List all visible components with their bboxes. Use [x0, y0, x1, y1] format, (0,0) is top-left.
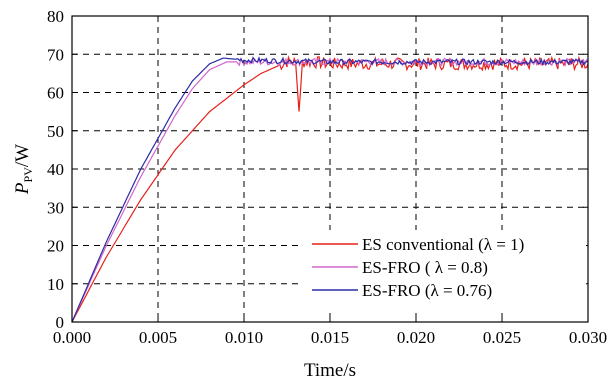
y-axis-label: PPV/W — [12, 144, 35, 195]
legend: ES conventional (λ = 1) ES-FRO ( λ = 0.8… — [300, 230, 586, 310]
x-tick-label: 0.010 — [225, 328, 263, 347]
legend-entry-0: ES conventional (λ = 1) — [312, 235, 524, 254]
y-tick-label: 60 — [47, 84, 64, 103]
x-tick-label: 0.025 — [483, 328, 521, 347]
y-tick-label: 40 — [47, 160, 64, 179]
y-tick-label: 50 — [47, 122, 64, 141]
series-lines — [71, 55, 589, 323]
legend-label-1: ES-FRO ( λ = 0.8) — [362, 258, 488, 277]
y-axis-label-sub: PV — [21, 167, 35, 183]
legend-label-0: ES conventional (λ = 1) — [362, 235, 524, 254]
x-axis-label: Time/s — [304, 360, 356, 381]
y-tick-label: 0 — [56, 313, 65, 332]
y-tick-labels: 0 10 20 30 40 50 60 70 80 — [47, 7, 64, 332]
y-tick-label: 20 — [47, 237, 64, 256]
x-tick-label: 0.000 — [53, 328, 91, 347]
x-tick-label: 0.020 — [397, 328, 435, 347]
y-tick-label: 70 — [47, 45, 64, 64]
x-tick-labels: 0.000 0.005 0.010 0.015 0.020 0.025 0.030 — [53, 328, 607, 347]
tick-marks — [71, 15, 589, 323]
y-axis-label-main: P — [12, 182, 33, 195]
x-tick-label: 0.030 — [569, 328, 607, 347]
y-tick-label: 80 — [47, 7, 64, 26]
x-tick-label: 0.015 — [311, 328, 349, 347]
y-tick-label: 10 — [47, 275, 64, 294]
legend-entry-2: ES-FRO (λ = 0.76) — [312, 281, 492, 300]
legend-entry-1: ES-FRO ( λ = 0.8) — [312, 258, 488, 277]
series-line-2 — [71, 56, 589, 323]
y-axis-label-unit: /W — [12, 144, 33, 167]
x-tick-label: 0.005 — [139, 328, 177, 347]
y-tick-label: 30 — [47, 198, 64, 217]
legend-label-2: ES-FRO (λ = 0.76) — [362, 281, 492, 300]
